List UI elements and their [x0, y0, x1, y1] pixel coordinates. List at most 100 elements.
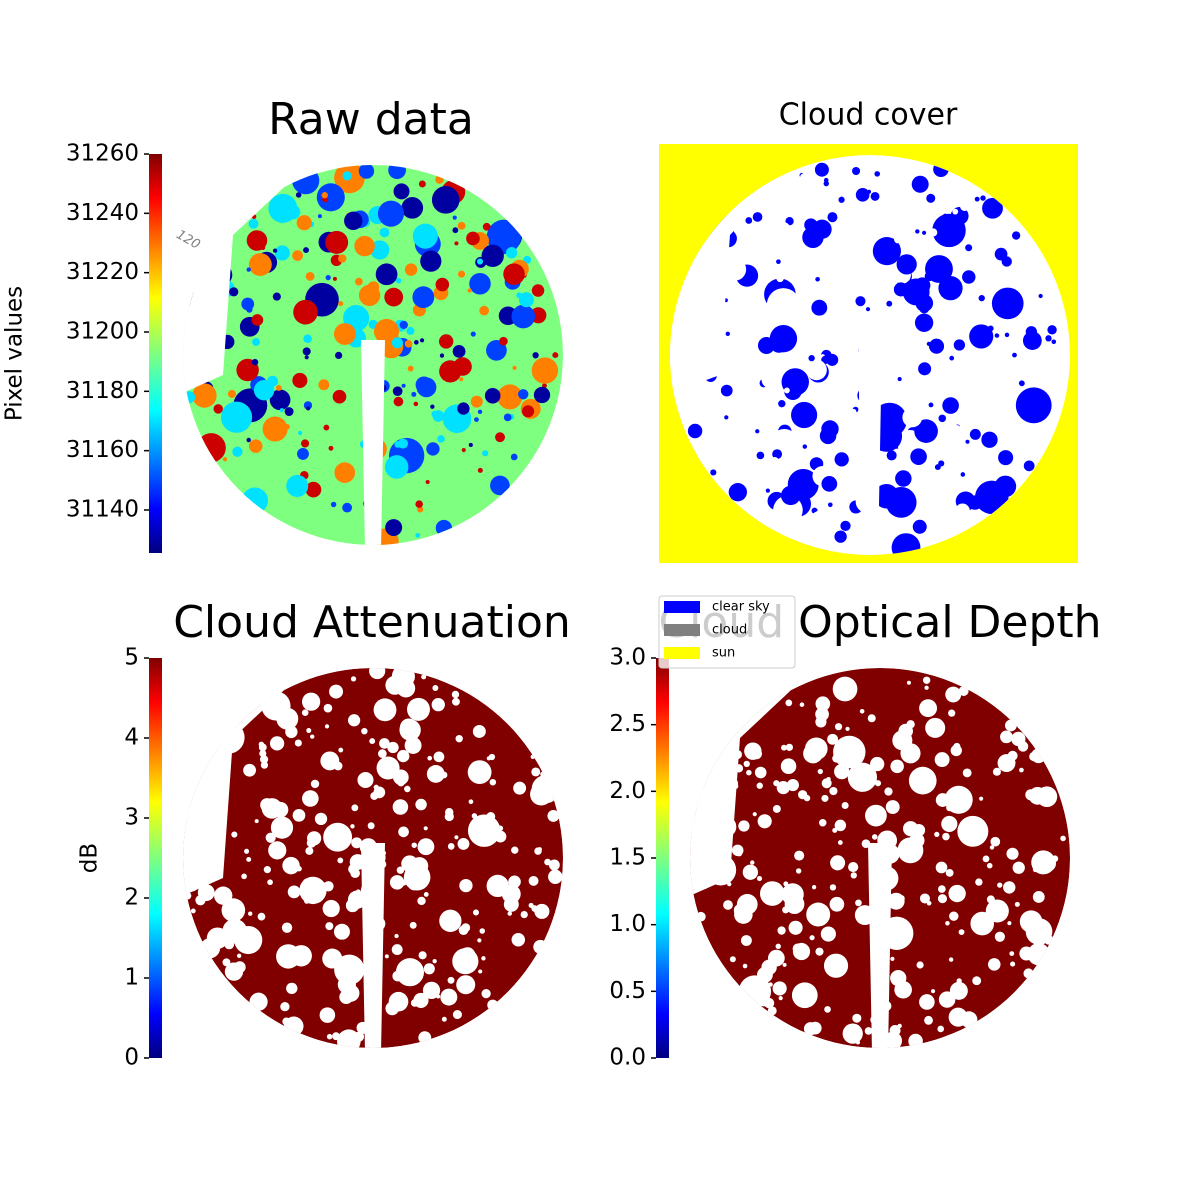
- blob: [322, 948, 343, 969]
- blob: [1012, 352, 1017, 358]
- blob: [960, 201, 970, 211]
- blob: [533, 939, 548, 954]
- blob: [497, 384, 523, 410]
- legend-patch: [664, 601, 700, 613]
- blob: [969, 324, 994, 349]
- blob: [780, 758, 797, 774]
- blob: [441, 1016, 447, 1022]
- blob: [455, 734, 463, 743]
- blob: [987, 958, 1001, 971]
- blob: [513, 781, 527, 795]
- blob: [982, 197, 1003, 219]
- blob: [1007, 750, 1018, 761]
- blob: [926, 193, 936, 203]
- blob: [420, 250, 442, 272]
- blob: [775, 943, 781, 949]
- blob: [306, 838, 317, 848]
- blob: [452, 948, 479, 975]
- blob: [423, 826, 428, 831]
- blob: [1023, 460, 1035, 472]
- blob: [302, 790, 319, 807]
- blob: [257, 912, 266, 921]
- blob: [433, 751, 445, 763]
- blob: [254, 819, 259, 824]
- blob: [451, 690, 460, 699]
- blob: [336, 1029, 361, 1048]
- blob: [949, 355, 955, 361]
- blob: [397, 779, 405, 787]
- blob: [865, 804, 887, 827]
- blob: [292, 167, 320, 195]
- blob: [802, 226, 824, 249]
- blob: [318, 379, 330, 391]
- blob: [769, 324, 798, 353]
- blob: [534, 903, 550, 919]
- blob: [399, 718, 418, 737]
- blob: [972, 976, 982, 986]
- blob: [865, 307, 871, 312]
- blob: [937, 1025, 945, 1033]
- blob: [830, 855, 846, 871]
- legend-label: clear sky: [712, 600, 770, 615]
- blob: [436, 994, 441, 999]
- blob: [531, 767, 541, 777]
- blob: [458, 270, 466, 278]
- blob: [928, 402, 934, 408]
- blob: [338, 254, 347, 263]
- blob: [236, 953, 242, 958]
- blob: [912, 474, 924, 486]
- blob: [325, 275, 331, 281]
- blob: [530, 754, 536, 760]
- blob: [334, 462, 356, 483]
- blob: [809, 935, 815, 941]
- blob: [301, 709, 309, 716]
- blob: [457, 837, 470, 850]
- blob: [487, 999, 499, 1011]
- blob: [338, 747, 344, 753]
- blob: [440, 988, 458, 1006]
- blob: [794, 850, 805, 861]
- blob: [422, 981, 441, 1000]
- blob: [411, 391, 417, 397]
- colorbar: [149, 658, 162, 1058]
- blob: [1010, 961, 1016, 967]
- blob: [864, 182, 870, 189]
- polar-annotation: 120: [173, 227, 202, 252]
- blob: [396, 866, 405, 874]
- blob: [414, 340, 419, 345]
- pole: [361, 843, 385, 1048]
- blob: [742, 864, 759, 880]
- blob: [305, 846, 314, 855]
- blob: [820, 239, 841, 260]
- blob: [302, 347, 311, 356]
- blob: [244, 848, 250, 854]
- blob: [942, 397, 959, 414]
- tick-label: 0.5: [609, 978, 646, 1004]
- blob: [1026, 441, 1034, 449]
- blob: [832, 676, 858, 702]
- blob: [385, 519, 403, 537]
- blob: [222, 457, 228, 462]
- colorbar: [149, 154, 162, 553]
- blob: [1038, 926, 1049, 937]
- blob: [495, 432, 505, 443]
- blob: [415, 532, 421, 538]
- blob: [469, 272, 491, 295]
- blob: [894, 235, 902, 244]
- blob: [1003, 881, 1016, 894]
- blob: [938, 885, 946, 893]
- blob: [902, 407, 923, 428]
- blob: [295, 192, 302, 198]
- blob: [994, 931, 1005, 942]
- blob: [707, 445, 733, 471]
- blob: [286, 474, 309, 497]
- blob: [393, 183, 410, 200]
- blob: [945, 868, 954, 877]
- blob: [926, 341, 931, 346]
- blob: [482, 222, 491, 231]
- blob: [379, 738, 390, 749]
- blob: [505, 247, 518, 259]
- blob: [221, 898, 246, 922]
- blob: [815, 707, 829, 722]
- blob: [303, 401, 313, 410]
